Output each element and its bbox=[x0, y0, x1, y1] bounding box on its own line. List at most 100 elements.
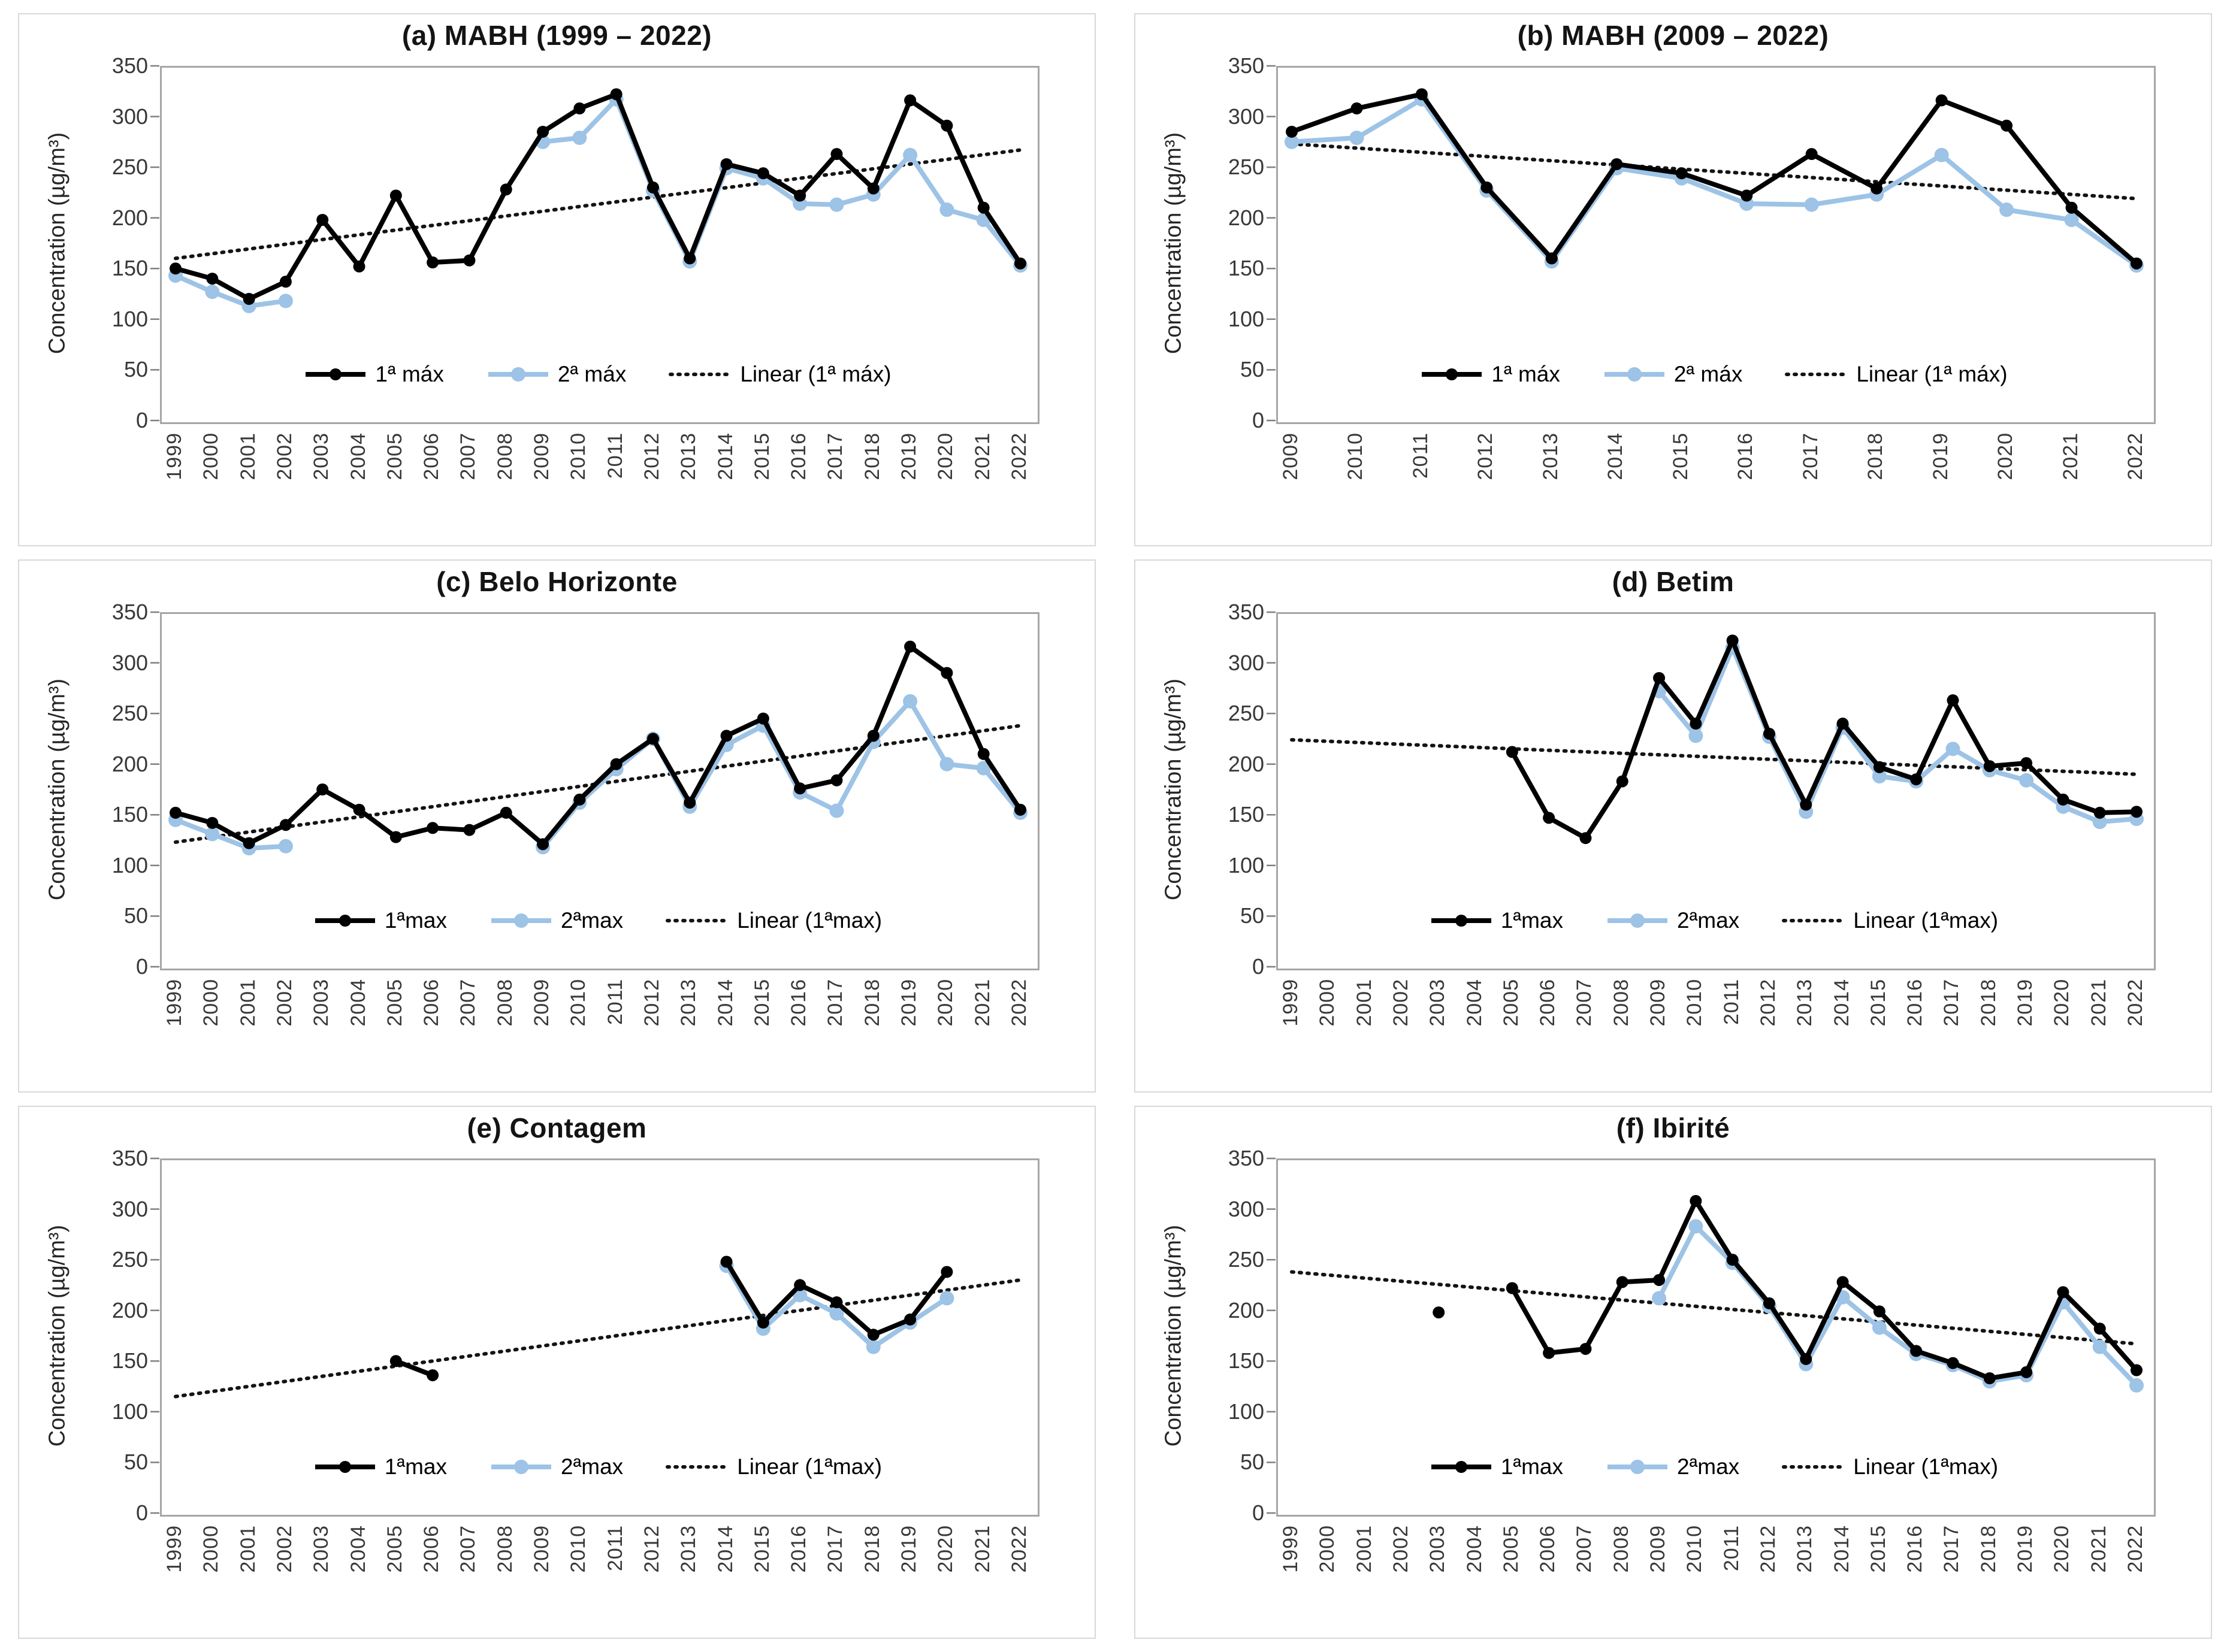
y-tick-label: 100 bbox=[111, 1399, 148, 1424]
legend-label-trend: Linear (1ªmax) bbox=[737, 1454, 883, 1479]
chart-e-contagem: (e) Contagem Concentration (µg/m³) 0 50 100… bbox=[18, 1106, 1096, 1639]
x-tick-label: 2004 bbox=[346, 432, 370, 480]
x-tick-label: 2018 bbox=[860, 1525, 884, 1573]
y-tick-label: 150 bbox=[111, 802, 148, 827]
y-tick-label: 350 bbox=[111, 1146, 148, 1170]
legend-item-trend: Linear (1ªmax) bbox=[666, 1454, 882, 1479]
legend-item-s1: 1ªmax bbox=[314, 1454, 447, 1479]
x-tick-label: 2006 bbox=[1536, 979, 1560, 1027]
x-tick-label: 2015 bbox=[1866, 979, 1890, 1027]
legend-item-s2: 2ªmax bbox=[490, 1454, 623, 1479]
chart-d-betim: (d) Betim Concentration (µg/m³) 0 50 100 150… bbox=[1134, 559, 2212, 1093]
x-tick-label: 2007 bbox=[457, 979, 480, 1027]
x-tick-label: 2006 bbox=[1536, 1525, 1560, 1573]
legend-s1-icon bbox=[306, 368, 366, 381]
x-tick-label: 2005 bbox=[383, 432, 406, 480]
x-tick-label: 2020 bbox=[934, 432, 957, 480]
y-tick-label: 50 bbox=[123, 903, 148, 928]
x-tick-label: 2022 bbox=[2124, 1525, 2147, 1573]
x-tick-label: 2015 bbox=[1669, 432, 1692, 480]
x-tick-label: 2013 bbox=[1539, 432, 1562, 480]
x-tick-label: 2000 bbox=[1316, 1525, 1339, 1573]
legend-item-trend: Linear (1ªmax) bbox=[666, 908, 882, 933]
x-tick-label: 2006 bbox=[420, 432, 443, 480]
x-tick-label: 2019 bbox=[2014, 1525, 2037, 1573]
y-tick-label: 350 bbox=[111, 600, 148, 624]
x-tick-label: 2001 bbox=[236, 432, 259, 480]
x-tick-label: 2013 bbox=[677, 432, 700, 480]
legend-item-s1: 1ªmax bbox=[1430, 908, 1563, 933]
x-tick-label: 2003 bbox=[1426, 1525, 1449, 1573]
chart-a-mabh-1999-2022: (a) MABH (1999 – 2022) Concentration (µg… bbox=[18, 13, 1096, 546]
y-tick-label: 200 bbox=[1228, 205, 1264, 230]
legend-trend-icon bbox=[666, 919, 730, 923]
y-tick-label: 350 bbox=[111, 53, 148, 78]
x-tick-label: 1999 bbox=[163, 432, 186, 480]
x-tick-label: 2017 bbox=[1940, 979, 1963, 1027]
legend-label-s1: 1ªmax bbox=[1500, 1454, 1564, 1479]
x-tick-label: 2011 bbox=[603, 1525, 627, 1572]
x-tick-label: 2002 bbox=[1389, 1525, 1412, 1573]
legend-label-s1: 1ªmax bbox=[1500, 908, 1564, 933]
x-tick-label: 2009 bbox=[1646, 979, 1670, 1027]
x-tick-label: 2021 bbox=[971, 979, 994, 1027]
y-tick-label: 250 bbox=[1228, 1247, 1264, 1272]
legend-s2-icon bbox=[1607, 1460, 1668, 1475]
x-tick-label: 2013 bbox=[1793, 979, 1817, 1027]
x-tick-label: 2022 bbox=[1008, 1525, 1031, 1573]
x-tick-label: 2000 bbox=[200, 979, 223, 1027]
x-tick-label: 2011 bbox=[1409, 432, 1432, 479]
x-tick-label: 2019 bbox=[898, 1525, 921, 1573]
x-tick-label: 2003 bbox=[1426, 979, 1449, 1027]
x-tick-label: 2022 bbox=[1008, 432, 1031, 480]
legend-label-s1: 1ª máx bbox=[1491, 362, 1560, 387]
chart-canvas bbox=[150, 611, 1028, 968]
chart-title: (b) MABH (2009 – 2022) bbox=[1517, 20, 1829, 51]
x-tick-label: 2016 bbox=[1903, 979, 1927, 1027]
plot-border bbox=[1276, 612, 2156, 970]
y-tick-label: 300 bbox=[1228, 104, 1264, 129]
y-tick-label: 0 bbox=[1252, 408, 1264, 432]
legend-label-s1: 1ªmax bbox=[384, 908, 448, 933]
chart-c-belo-horizonte: (c) Belo Horizonte Concentration (µg/m³)… bbox=[18, 559, 1096, 1093]
chart-title: (a) MABH (1999 – 2022) bbox=[401, 20, 712, 51]
x-tick-label: 2012 bbox=[640, 432, 663, 480]
legend-trend-icon bbox=[1785, 373, 1849, 377]
x-tick-label: 2020 bbox=[934, 979, 957, 1027]
x-tick-label: 2014 bbox=[714, 979, 737, 1027]
x-tick-label: 2001 bbox=[1352, 979, 1376, 1027]
legend-item-s1: 1ªmax bbox=[1430, 1454, 1563, 1479]
x-tick-label: 2004 bbox=[346, 979, 370, 1027]
x-tick-label: 2022 bbox=[2124, 979, 2147, 1027]
x-tick-label: 2020 bbox=[2050, 1525, 2074, 1573]
y-tick-label: 200 bbox=[1228, 1297, 1264, 1323]
x-tick-label: 2010 bbox=[1344, 432, 1367, 480]
y-tick-label: 50 bbox=[123, 1450, 148, 1475]
x-tick-label: 2001 bbox=[236, 1525, 259, 1573]
x-tick-label: 2007 bbox=[457, 432, 480, 480]
x-tick-label: 2016 bbox=[787, 979, 811, 1027]
x-tick-label: 2021 bbox=[971, 432, 994, 480]
chart-f-ibirite: (f) Ibirité Concentration (µg/m³) 0 50 100 1… bbox=[1134, 1106, 2212, 1639]
x-tick-label: 2010 bbox=[567, 1525, 590, 1573]
y-tick-label: 350 bbox=[1228, 600, 1264, 624]
x-tick-label: 2000 bbox=[200, 1525, 223, 1573]
x-tick-label: 2008 bbox=[1609, 979, 1633, 1027]
legend-s2-icon bbox=[491, 1460, 552, 1475]
legend-s1-icon bbox=[1431, 1461, 1491, 1474]
x-tick-label: 2015 bbox=[750, 432, 773, 480]
y-tick-label: 0 bbox=[135, 408, 148, 432]
legend-label-trend: Linear (1ªmax) bbox=[1853, 1454, 1999, 1479]
x-tick-label: 2017 bbox=[1799, 432, 1822, 480]
legend-item-trend: Linear (1ªmax) bbox=[1782, 908, 1998, 933]
x-tick-label: 2016 bbox=[1734, 432, 1757, 480]
legend-label-trend: Linear (1ª máx) bbox=[740, 362, 892, 387]
x-tick-label: 2001 bbox=[1352, 1525, 1376, 1573]
legend: 1ªmax 2ªmax Linear (1ªmax) bbox=[1276, 1454, 2152, 1479]
y-tick-label: 50 bbox=[1240, 903, 1264, 928]
x-tick-label: 2004 bbox=[1463, 979, 1486, 1027]
plot-border bbox=[1276, 1158, 2156, 1517]
legend-label-trend: Linear (1ª máx) bbox=[1856, 362, 2008, 387]
y-tick-label: 50 bbox=[1240, 1450, 1264, 1475]
